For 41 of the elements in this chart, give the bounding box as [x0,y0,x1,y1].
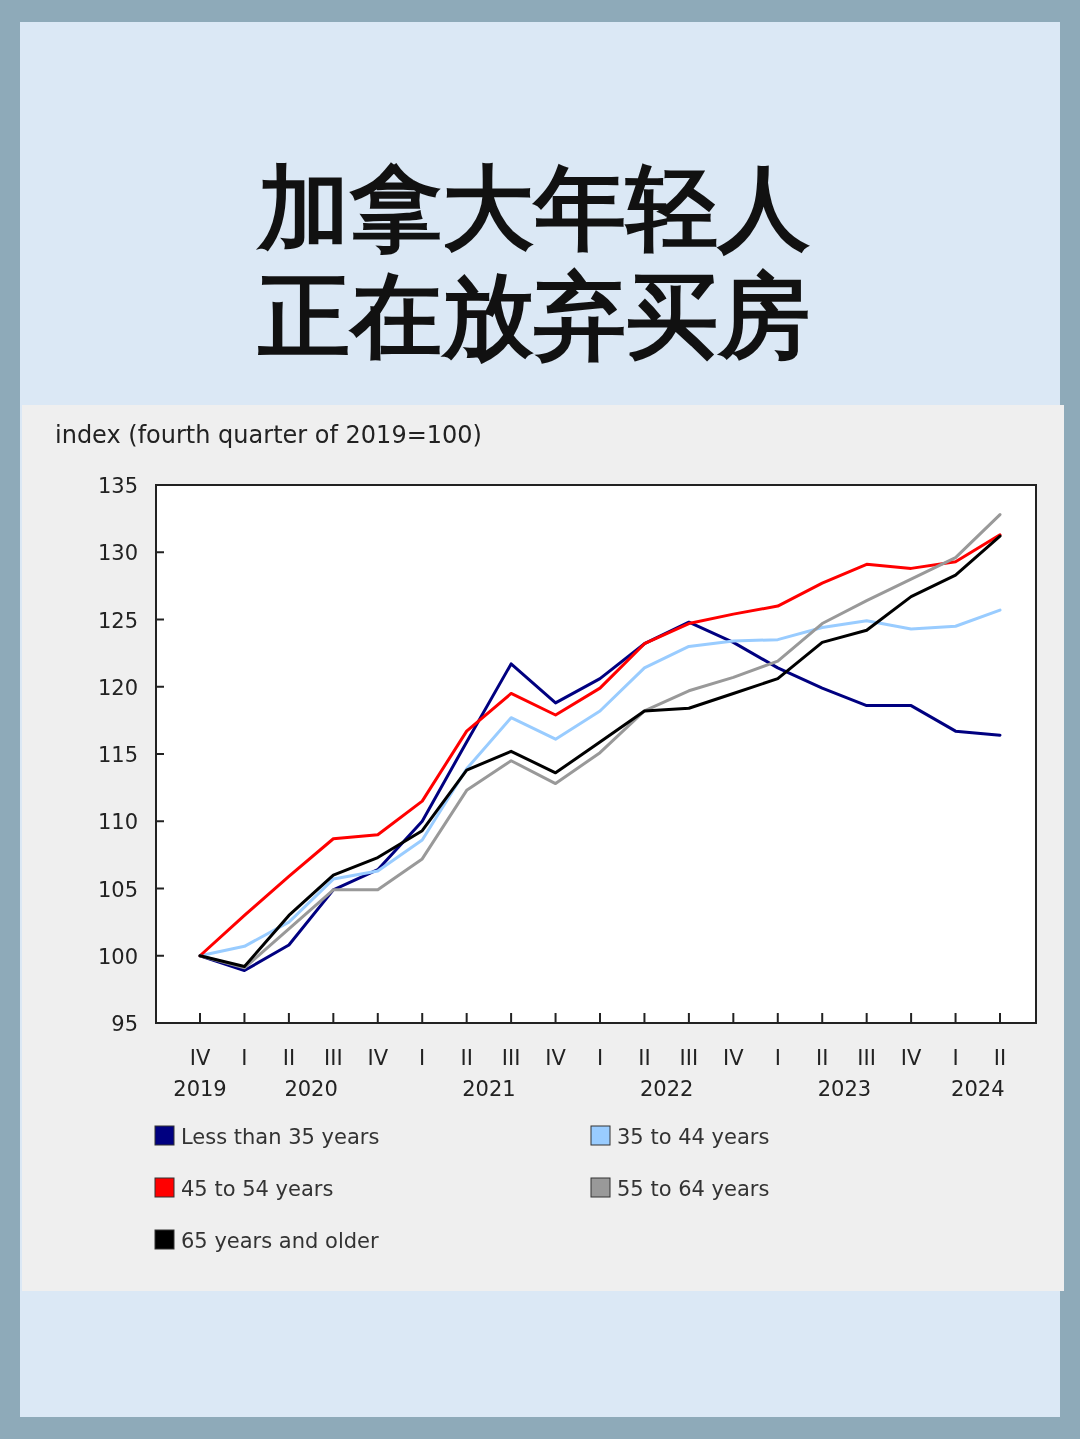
y-tick-label: 100 [97,944,138,969]
y-tick-label: 120 [97,675,138,700]
x-tick-label: IV [723,1046,745,1070]
legend-label: 65 years and older [181,1229,379,1253]
x-tick-label: IV [189,1046,211,1070]
y-tick-label: 125 [97,608,138,633]
x-tick-label: II [638,1046,651,1070]
x-tick-label: III [857,1046,876,1070]
x-tick-label: III [679,1046,699,1070]
text: 2021 [462,1077,516,1101]
y-tick-label: 115 [97,743,138,767]
x-tick-label: I [952,1046,959,1070]
x-tick-label: II [460,1046,473,1070]
chart-title: 加拿大年轻人正在放弃买房 [255,155,810,370]
y-tick-label: 130 [97,541,138,566]
x-tick-label: III [501,1046,521,1070]
legend-label: 55 to 64 years [617,1177,770,1201]
legend-label: 45 to 54 years [181,1177,334,1201]
x-tick-label: III [324,1046,343,1070]
text: 2019 [173,1077,227,1101]
y-tick-label: 110 [97,810,138,835]
x-tick-label: I [241,1046,248,1070]
x-tick-label: IV [367,1046,389,1070]
x-tick-label: IV [545,1046,567,1070]
y-tick-label: 95 [111,1012,138,1036]
x-tick-label: IV [900,1046,923,1070]
y-axis-title: index (fourth quarter of 2019=100) [55,421,482,449]
text: 2022 [639,1077,694,1101]
y-tick-label: 105 [97,877,138,902]
text: 2023 [817,1077,872,1101]
x-tick-label: II [993,1046,1007,1070]
x-tick-label: I [596,1046,604,1070]
text: 2024 [951,1077,1005,1101]
x-tick-label: II [816,1046,829,1070]
x-tick-label: II [282,1046,296,1070]
legend-label: Less than 35 years [181,1125,380,1149]
y-tick-label: 135 [97,474,138,498]
legend-label: 35 to 44 years [617,1125,770,1149]
x-tick-label: I [774,1046,781,1070]
text: 2020 [284,1077,338,1101]
x-tick-label: I [419,1046,426,1070]
